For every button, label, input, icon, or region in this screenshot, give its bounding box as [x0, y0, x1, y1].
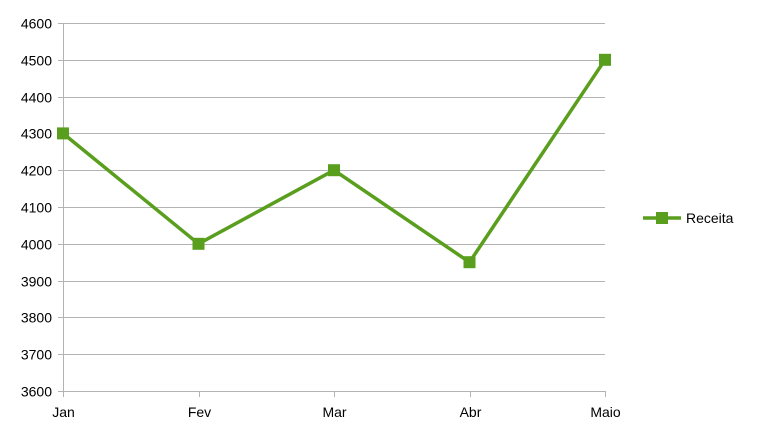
- y-tick-label: 4600: [21, 16, 52, 32]
- y-tick-label: 3800: [21, 310, 52, 326]
- axes: [58, 23, 606, 397]
- y-tick-label: 3700: [21, 347, 52, 363]
- x-tick-label: Maio: [590, 404, 621, 420]
- y-tick-label: 3600: [21, 384, 52, 400]
- data-point-marker: [328, 164, 340, 177]
- y-tick-label: 3900: [21, 274, 52, 290]
- legend: Receita: [643, 210, 734, 226]
- series-markers: [57, 53, 611, 269]
- data-point-marker: [192, 237, 205, 250]
- series-line: [61, 58, 607, 264]
- x-tick-label: Jan: [52, 404, 75, 420]
- y-tick-label: 4100: [21, 200, 52, 216]
- series-lines: [61, 58, 607, 264]
- data-point-marker: [599, 53, 611, 66]
- y-tick-label: 4400: [21, 90, 52, 106]
- y-tick-label: 4300: [21, 126, 52, 142]
- legend-label: Receita: [686, 210, 734, 226]
- y-tick-labels: 3600 3700 3800 3900 4000 4100 4200 4300 4400 4500…: [21, 16, 52, 400]
- x-tick-label: Mar: [322, 404, 346, 420]
- x-tick-labels: Jan Fev Mar Abr Maio: [52, 404, 621, 420]
- data-point-marker: [463, 256, 476, 269]
- grid-lines: [63, 23, 605, 392]
- x-tick-label: Abr: [460, 404, 482, 420]
- legend-marker: [656, 212, 668, 224]
- data-point-marker: [57, 127, 69, 140]
- y-tick-label: 4500: [21, 53, 52, 69]
- y-tick-label: 4200: [21, 163, 52, 179]
- x-tick-label: Fev: [188, 404, 211, 420]
- y-tick-label: 4000: [21, 237, 52, 253]
